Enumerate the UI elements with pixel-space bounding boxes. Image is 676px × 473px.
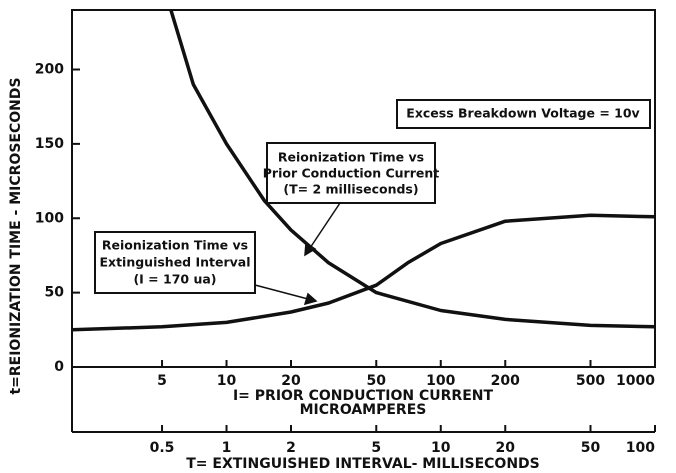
annotation-box bbox=[266, 142, 436, 204]
x2-tick-label: 50 bbox=[581, 440, 601, 456]
annotation: Reionization Time vs bbox=[102, 238, 248, 253]
arrow bbox=[309, 202, 341, 249]
plot-frame bbox=[71, 9, 656, 368]
annotation: Reionization Time vs bbox=[278, 150, 424, 165]
arrow-head bbox=[303, 292, 318, 306]
annotation-box bbox=[396, 99, 651, 129]
x2-tick-label: 1 bbox=[222, 440, 232, 456]
x-tick-label: 5 bbox=[157, 373, 167, 389]
x2-tick-label: 10 bbox=[431, 440, 451, 456]
y-tick-label: 200 bbox=[35, 62, 64, 78]
y-tick-label: 150 bbox=[35, 136, 64, 152]
x-tick-label: 200 bbox=[491, 373, 520, 389]
annotation: Extinguished Interval bbox=[99, 255, 250, 270]
annotation: Prior Conduction Current bbox=[263, 166, 440, 181]
curve bbox=[72, 213, 655, 332]
x2-tick-label: 5 bbox=[371, 440, 381, 456]
x2-tick-label: 0.5 bbox=[150, 440, 175, 456]
y-tick-label: 50 bbox=[45, 285, 65, 301]
annotation-box bbox=[94, 231, 256, 294]
annotation: (T= 2 milliseconds) bbox=[283, 182, 418, 197]
x-tick-label: 100 bbox=[426, 373, 455, 389]
x-tick-label: 1000 bbox=[616, 373, 655, 389]
arrow bbox=[254, 284, 309, 300]
annotation: Excess Breakdown Voltage = 10v bbox=[406, 106, 639, 121]
x2-tick-label: 100 bbox=[626, 440, 655, 456]
x2-tick-label: 2 bbox=[286, 440, 296, 456]
y-tick-label: 0 bbox=[54, 359, 64, 375]
x-tick-label: 500 bbox=[576, 373, 605, 389]
x2-tick-label: 20 bbox=[496, 440, 516, 456]
x-axis-title: MICROAMPERES bbox=[300, 402, 427, 418]
x-axis-title: I= PRIOR CONDUCTION CURRENT bbox=[233, 388, 494, 404]
x-tick-label: 10 bbox=[217, 373, 237, 389]
x2-axis-title: T= EXTINGUISHED INTERVAL- MILLISECONDS bbox=[186, 456, 540, 472]
annotation: (I = 170 ua) bbox=[133, 272, 216, 287]
curve bbox=[169, 10, 655, 329]
y-tick-label: 100 bbox=[35, 210, 64, 226]
x-tick-label: 20 bbox=[281, 373, 301, 389]
x-tick-label: 50 bbox=[367, 373, 387, 389]
y-axis-title: t=REIONIZATION TIME - MICROSECONDS bbox=[8, 77, 24, 394]
